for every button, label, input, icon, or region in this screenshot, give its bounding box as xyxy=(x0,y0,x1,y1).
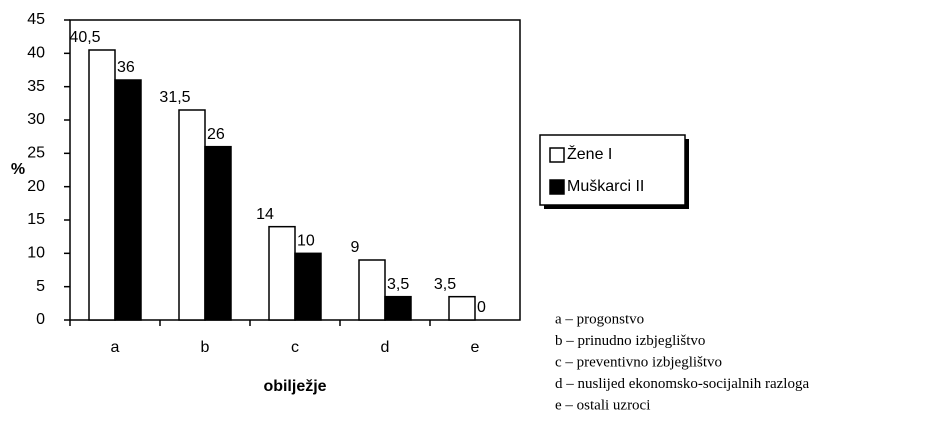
x-tick-label: c xyxy=(291,339,299,356)
bar xyxy=(268,225,296,321)
note: c – preventivno izbjeglištvo xyxy=(555,354,722,370)
y-tick-label: 40 xyxy=(27,45,45,62)
data-label: 31,5 xyxy=(159,89,190,106)
data-label: 3,5 xyxy=(434,276,456,293)
data-label: 10 xyxy=(297,233,315,250)
x-tick-label: a xyxy=(111,339,120,356)
bar xyxy=(448,295,476,321)
x-tick-label: e xyxy=(471,339,480,356)
bar xyxy=(384,295,412,321)
y-tick-label: 45 xyxy=(27,11,45,28)
note: e – ostali uzroci xyxy=(555,397,650,413)
bar xyxy=(88,49,116,321)
y-tick-label: 0 xyxy=(36,311,45,328)
note: d – nuslijed ekonomsko-socijalnih razlog… xyxy=(555,376,809,392)
y-tick-label: 20 xyxy=(27,178,45,195)
data-label: 40,5 xyxy=(69,29,100,46)
legend-swatch xyxy=(549,147,565,163)
data-label: 9 xyxy=(351,239,360,256)
y-tick-label: 30 xyxy=(27,111,45,128)
x-tick-label: d xyxy=(381,339,390,356)
y-axis-label: % xyxy=(11,161,25,178)
y-tick-label: 5 xyxy=(36,278,45,295)
legend-swatch xyxy=(549,179,565,195)
legend-label: Muškarci II xyxy=(567,178,644,195)
data-label: 0 xyxy=(477,299,486,316)
y-tick-label: 35 xyxy=(27,78,45,95)
y-tick-label: 10 xyxy=(27,245,45,262)
note: a – progonstvo xyxy=(555,311,644,327)
y-tick-label: 25 xyxy=(27,145,45,162)
bar xyxy=(114,79,142,321)
note: b – prinudno izbjeglištvo xyxy=(555,333,705,349)
bar xyxy=(294,252,322,321)
data-label: 36 xyxy=(117,59,135,76)
bar xyxy=(204,145,232,321)
data-label: 3,5 xyxy=(387,276,409,293)
data-label: 14 xyxy=(256,206,274,223)
bar xyxy=(358,259,386,321)
bar xyxy=(178,109,206,321)
x-axis-label: obilježje xyxy=(263,378,326,395)
data-label: 26 xyxy=(207,126,225,143)
x-tick-label: b xyxy=(201,339,210,356)
legend-label: Žene I xyxy=(567,144,612,163)
y-tick-label: 15 xyxy=(27,211,45,228)
